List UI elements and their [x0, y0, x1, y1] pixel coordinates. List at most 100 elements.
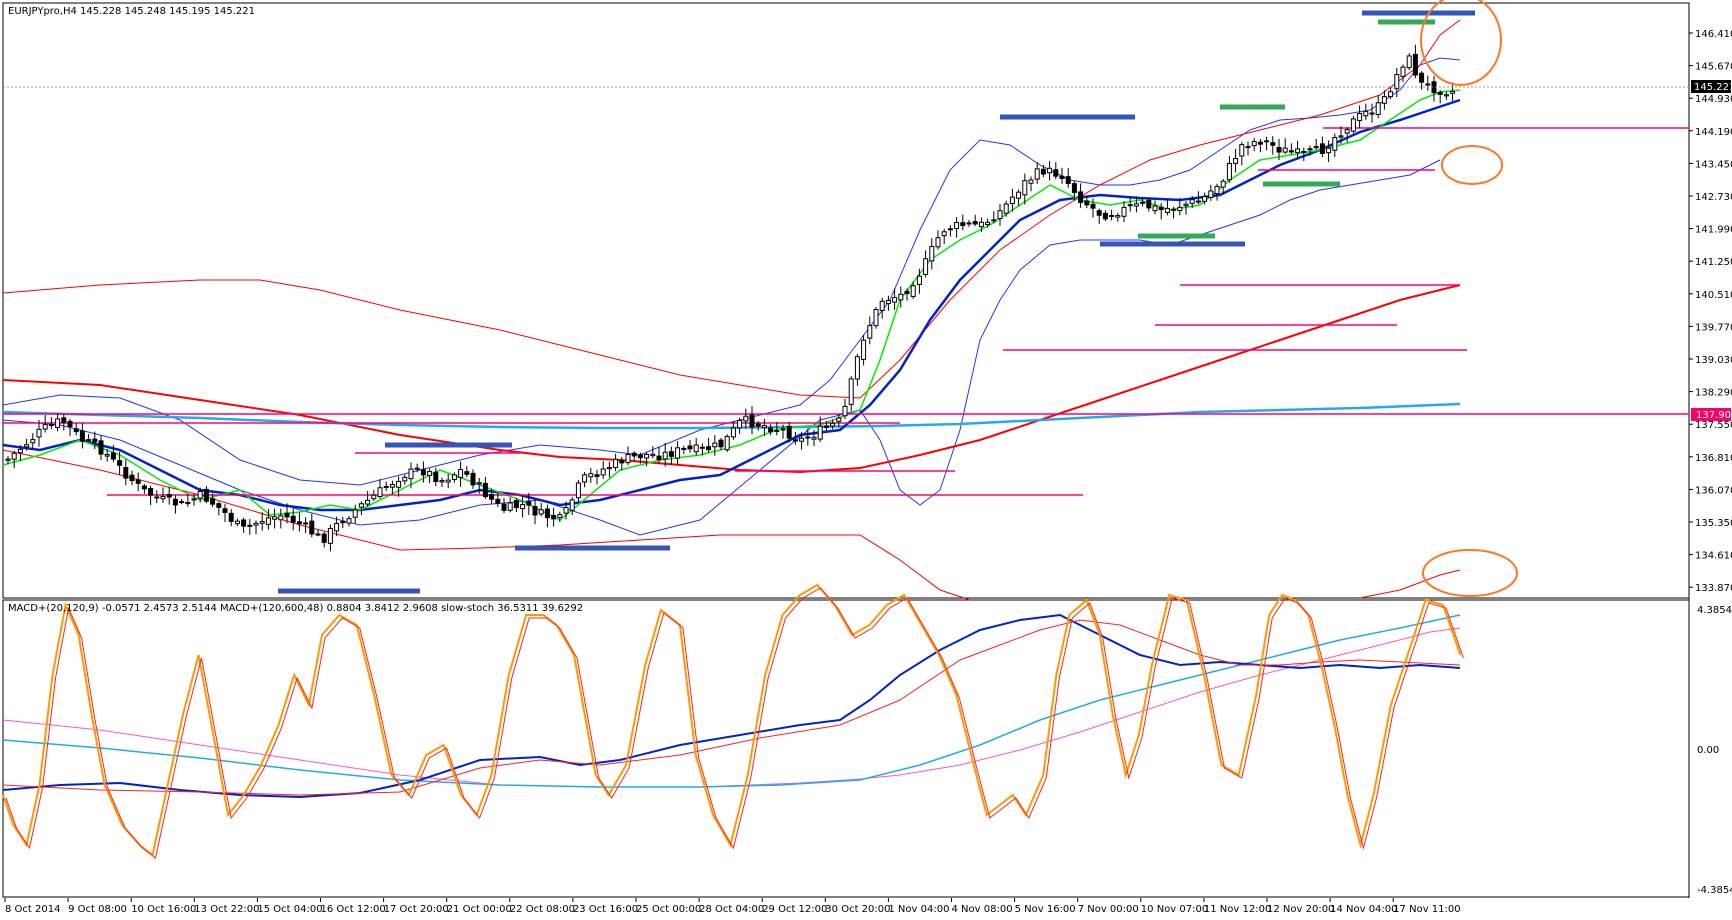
price-tick-label: 145.670 [1695, 62, 1732, 73]
candle-body [210, 498, 216, 505]
candle-body [172, 498, 178, 506]
candle-body [1313, 146, 1319, 149]
candle-body [575, 482, 581, 499]
candle-body [1245, 146, 1251, 149]
candle-body [1071, 183, 1077, 194]
candle-body [445, 479, 451, 483]
candle-body [898, 293, 904, 301]
highlight-ellipse [1422, 549, 1518, 597]
candle-body [265, 517, 271, 525]
time-tick-label: 10 Nov 07:00 [1141, 904, 1208, 915]
candle-body [1158, 206, 1164, 211]
candle-body [1270, 142, 1276, 146]
candle-body [110, 452, 116, 460]
time-tick-label: 14 Nov 04:00 [1330, 904, 1397, 915]
candle-body [606, 466, 612, 470]
candle-body [185, 501, 191, 505]
candle-body [1326, 147, 1332, 154]
candle-body [1450, 91, 1456, 94]
price-tick-label: 146.410 [1695, 29, 1732, 40]
candle-body [755, 423, 761, 427]
candle-body [1425, 83, 1431, 86]
candle-body [42, 424, 48, 430]
time-tick-label: 16 Oct 12:00 [321, 904, 386, 915]
candle-body [1034, 168, 1040, 180]
price-tick-label: 142.730 [1695, 192, 1732, 203]
candle-body [588, 473, 594, 478]
candle-body [910, 285, 916, 297]
candle-body [439, 480, 445, 483]
candle-body [296, 521, 302, 525]
bollinger-upper [2, 57, 1461, 486]
candle-body [253, 522, 259, 526]
time-tick-label: 13 Oct 22:00 [194, 904, 259, 915]
candle-body [681, 447, 687, 450]
candle-body [334, 522, 340, 532]
horizontal-levels[interactable] [3, 127, 1689, 496]
candle-body [978, 221, 984, 228]
candle-body [228, 512, 234, 522]
candle-body [123, 466, 129, 479]
candle-body [507, 502, 513, 511]
stochastic-main [2, 583, 1462, 857]
candle-body [916, 275, 922, 285]
time-tick-label: 21 Oct 00:00 [447, 904, 512, 915]
candle-body [780, 428, 786, 431]
candle-body [885, 300, 891, 305]
candle-body [327, 527, 333, 544]
candle-body [148, 488, 154, 496]
candle-body [420, 469, 426, 476]
price-tick-label: 138.290 [1695, 388, 1732, 399]
candle-body [600, 468, 606, 476]
candle-body [557, 514, 563, 518]
candle-body [234, 520, 240, 525]
candle-body [551, 515, 557, 520]
stochastic-signal [5, 587, 1464, 859]
candle-body [464, 471, 470, 475]
price-tick-label: 144.190 [1695, 127, 1732, 138]
candle-body [160, 496, 166, 500]
candle-body [1233, 158, 1239, 164]
candle-body [191, 498, 197, 501]
candle-body [662, 451, 668, 460]
candle-body [5, 458, 11, 461]
indicator-axis: 4.3854 0.00 -4.3854 [1697, 605, 1732, 896]
candle-body [377, 487, 383, 498]
candle-body [1332, 137, 1338, 151]
candle-body [1047, 167, 1053, 174]
drawn-markers[interactable] [278, 0, 1518, 597]
candle-body [48, 423, 54, 426]
time-tick-label: 8 Oct 2014 [5, 904, 60, 915]
time-tick-label: 12 Nov 20:00 [1267, 904, 1334, 915]
price-tick-label: 133.870 [1695, 583, 1732, 594]
candle-body [892, 297, 898, 303]
indicator-lines [2, 583, 1464, 859]
candle-body [929, 246, 935, 262]
candle-body [79, 430, 85, 442]
candle-body [433, 471, 439, 483]
time-tick-label: 28 Oct 04:00 [699, 904, 764, 915]
candle-body [1406, 55, 1412, 69]
candle-body [303, 522, 309, 525]
candle-body [1381, 96, 1387, 104]
candle-body [644, 453, 650, 459]
candle-body [656, 455, 662, 461]
candle-body [24, 444, 30, 448]
current-price-label: 145.221 [1694, 82, 1732, 93]
candle-body [923, 258, 929, 275]
candle-body [396, 480, 402, 488]
candle-body [836, 417, 842, 422]
candle-body [321, 533, 327, 543]
candle-body [365, 499, 371, 505]
candle-body [799, 437, 805, 442]
candle-body [817, 425, 823, 440]
candle-body [383, 485, 389, 488]
candle-body [879, 300, 885, 311]
price-tick-label: 137.550 [1695, 420, 1732, 431]
candle-body [960, 222, 966, 227]
indicator-tick-label: -4.3854 [1697, 885, 1732, 896]
candle-body [668, 451, 674, 457]
